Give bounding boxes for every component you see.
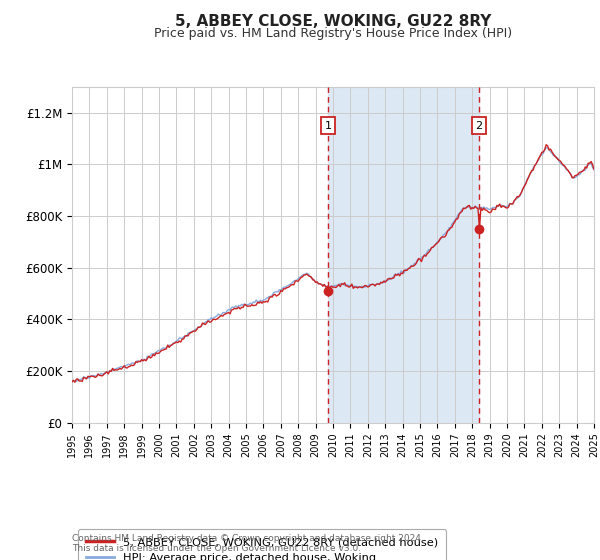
- Text: 1: 1: [325, 120, 331, 130]
- Text: 2: 2: [475, 120, 482, 130]
- Text: 5, ABBEY CLOSE, WOKING, GU22 8RY: 5, ABBEY CLOSE, WOKING, GU22 8RY: [175, 14, 491, 29]
- Legend: 5, ABBEY CLOSE, WOKING, GU22 8RY (detached house), HPI: Average price, detached : 5, ABBEY CLOSE, WOKING, GU22 8RY (detach…: [77, 529, 446, 560]
- Text: Price paid vs. HM Land Registry's House Price Index (HPI): Price paid vs. HM Land Registry's House …: [154, 27, 512, 40]
- Bar: [328, 87, 479, 423]
- Text: Contains HM Land Registry data © Crown copyright and database right 2024.
This d: Contains HM Land Registry data © Crown c…: [72, 534, 424, 553]
